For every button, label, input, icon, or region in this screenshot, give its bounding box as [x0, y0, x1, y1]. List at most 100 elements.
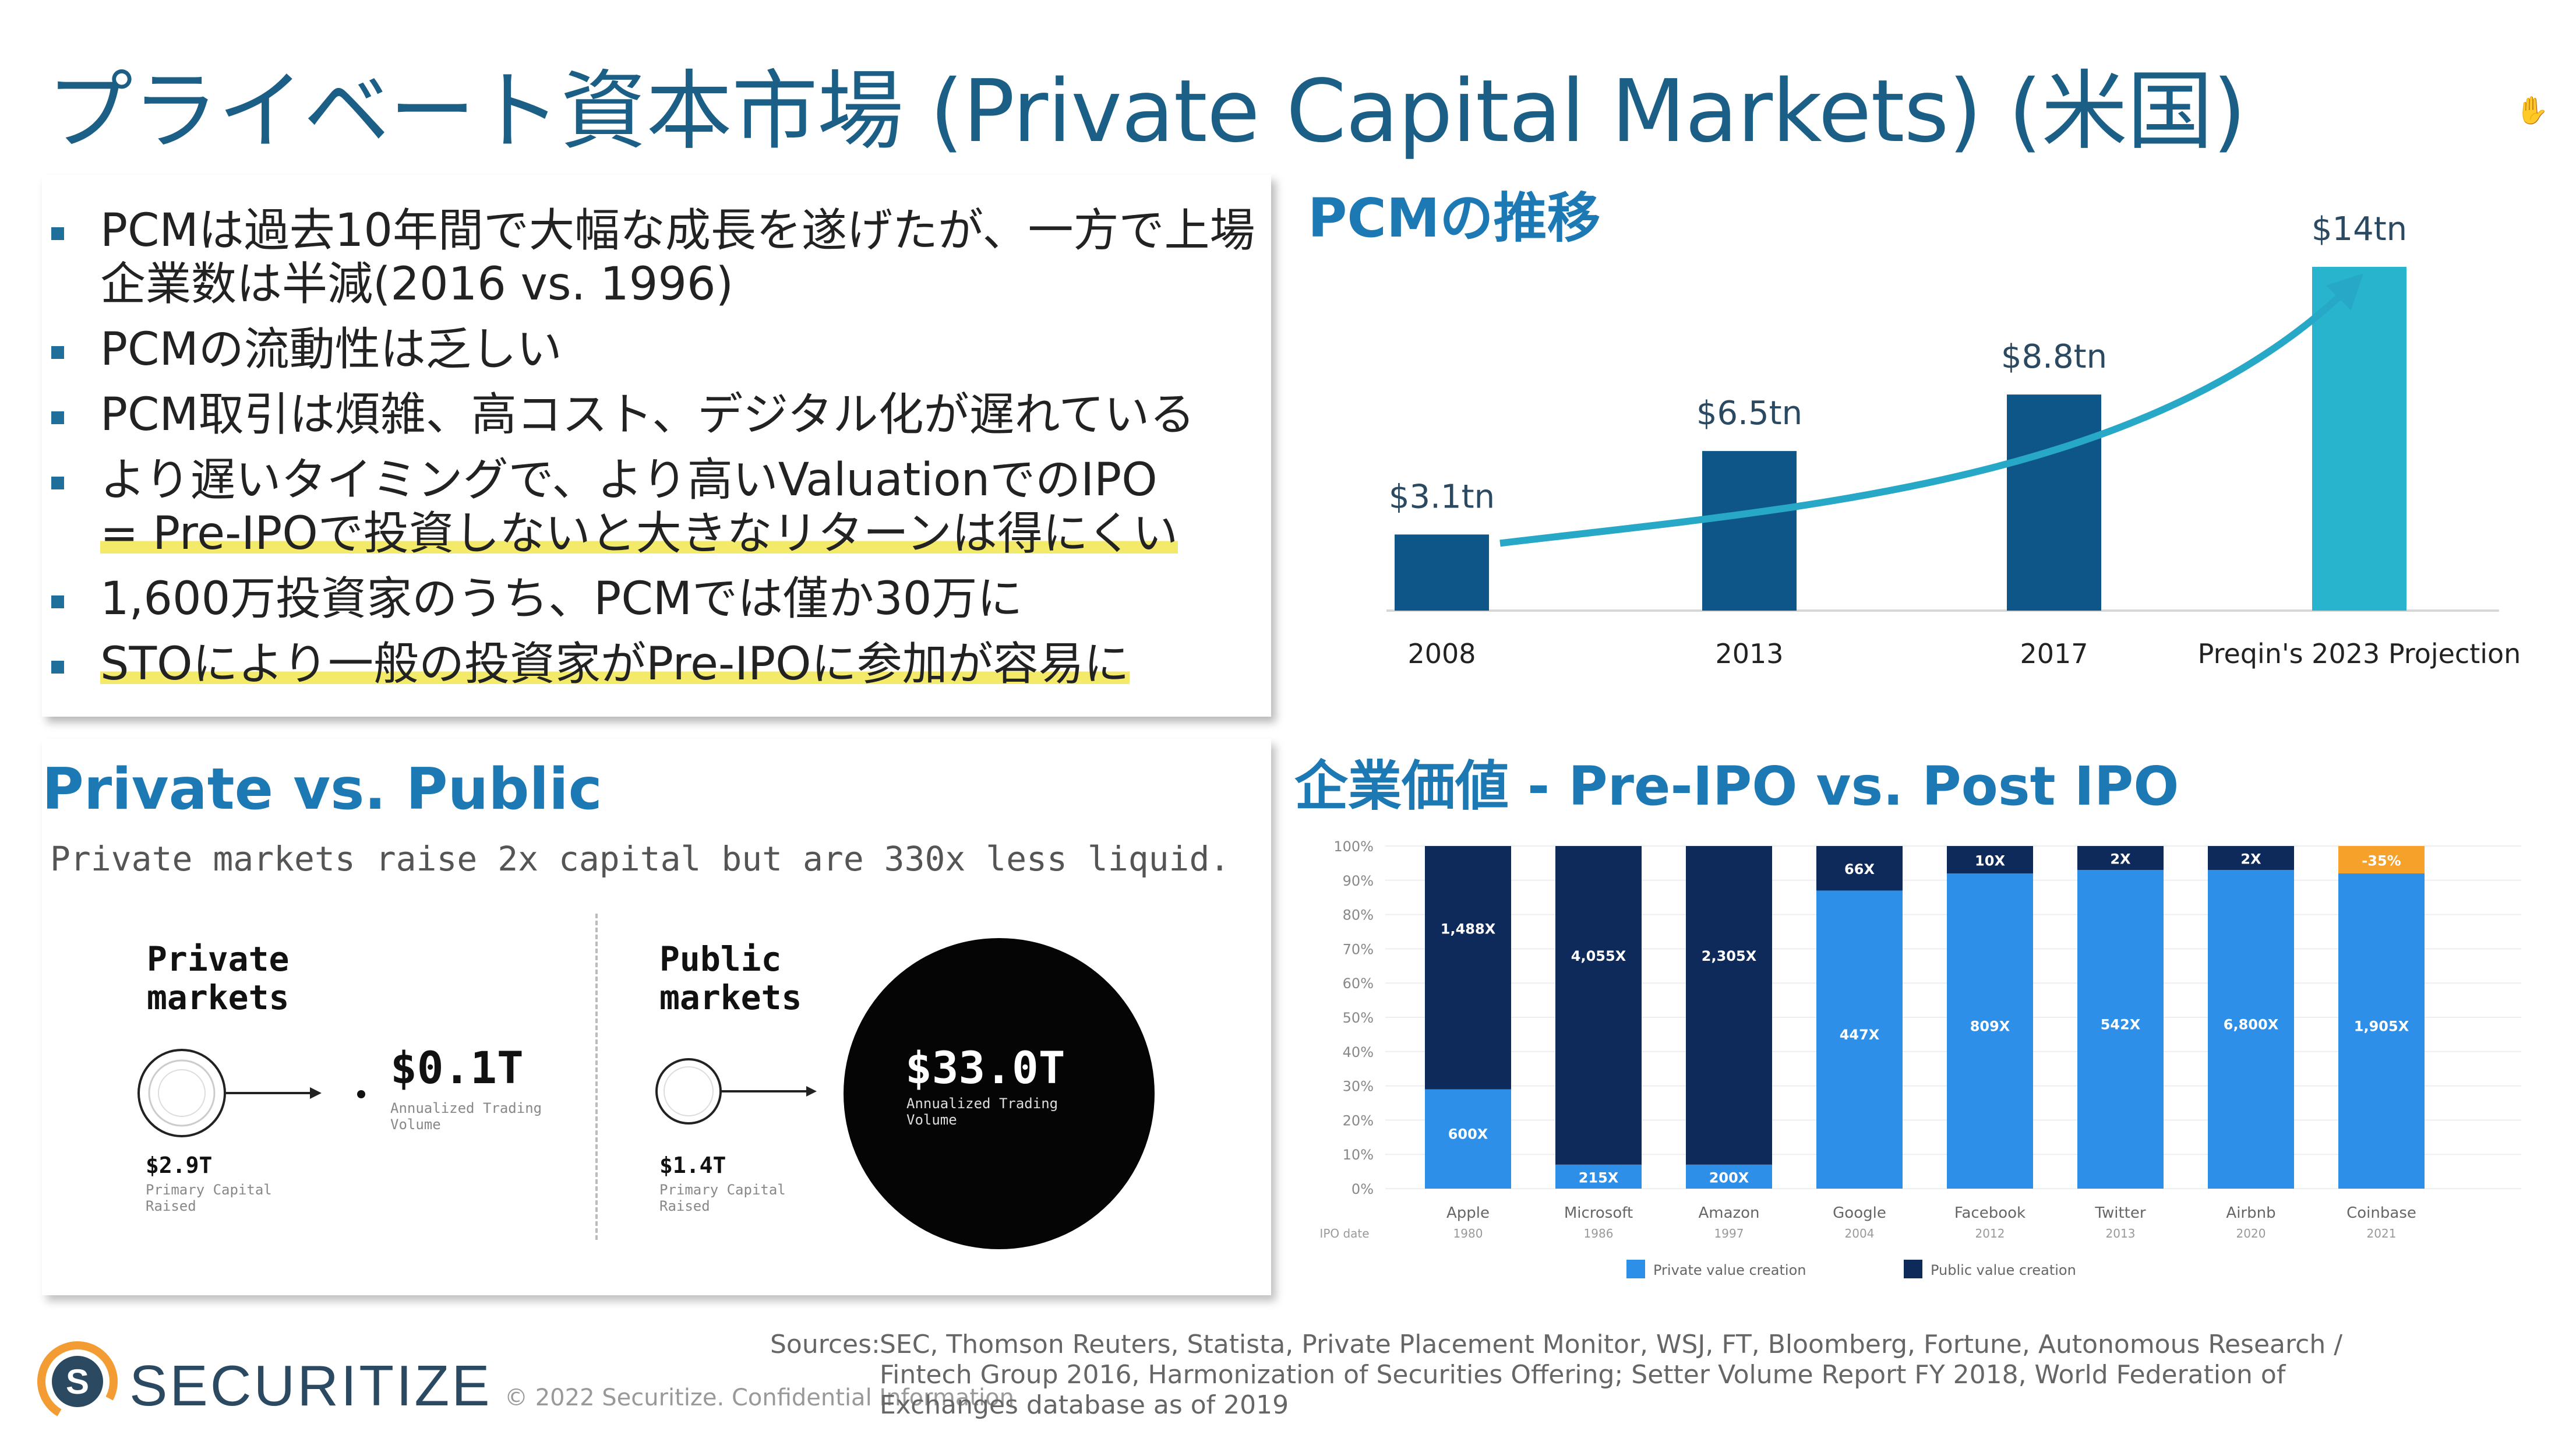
segment-private-value-creation-google	[1816, 890, 1903, 1189]
y-tick-label: 80%	[1343, 907, 1374, 924]
segment-label: 4,055X	[1571, 948, 1626, 964]
securitize-logo-text: SECURITIZE	[129, 1354, 492, 1418]
public-markets-label: Public markets	[659, 940, 802, 1017]
segment-private-value-creation-facebook	[1947, 873, 2033, 1189]
x-tick-label: Coinbase	[2346, 1204, 2416, 1222]
public-raised-inner-circle	[664, 1066, 714, 1116]
segment-private-value-creation-twitter	[2077, 870, 2164, 1189]
public-label-line1: Public	[659, 939, 782, 979]
caption-line: Annualized Trading	[390, 1100, 542, 1116]
public-raised-value: $1.4T	[659, 1152, 726, 1178]
segment-public-value-creation-twitter	[2077, 846, 2164, 870]
segment-public-value-creation-google	[1816, 846, 1903, 891]
segment-label: 542X	[2101, 1017, 2141, 1033]
private-label-line2: markets	[147, 978, 290, 1017]
bullet-item: より遅いタイミングで、より高いValuationでのIPO = Pre-IPOで投…	[42, 453, 1271, 561]
legend-swatch	[1626, 1260, 1645, 1278]
public-volume-circle	[844, 938, 1155, 1249]
ipo-date-label: 1980	[1453, 1226, 1483, 1240]
legend-swatch	[1904, 1260, 1922, 1278]
ev-chart-title: 企業価値 - Pre-IPO vs. Post IPO	[1294, 755, 2179, 817]
ipo-date-label: 2004	[1845, 1226, 1875, 1240]
legend-label: Private value creation	[1653, 1262, 1806, 1278]
y-tick-label: 0%	[1351, 1181, 1374, 1197]
segment-private-value-creation-airbnb	[2208, 870, 2294, 1189]
segment-label: 2X	[2240, 851, 2261, 868]
bar-2008	[1395, 534, 1489, 611]
bullet-item: PCM取引は煩雑、高コスト、デジタル化が遅れている	[42, 388, 1271, 442]
y-tick-label: 60%	[1343, 975, 1374, 992]
bar-2017	[2007, 394, 2101, 611]
sources-text: SEC, Thomson Reuters, Statista, Private …	[880, 1330, 2343, 1420]
caption-line: Primary Capital	[146, 1182, 272, 1198]
legend-label: Public value creation	[1931, 1262, 2076, 1278]
caption-line: Volume	[390, 1116, 441, 1133]
x-tick-label: Twitter	[2094, 1204, 2146, 1222]
bullet-text: PCM取引は煩雑、高コスト、デジタル化が遅れている	[100, 389, 1195, 441]
copyright-text: © 2022 Securitize. Confidential Informat…	[504, 1384, 1014, 1411]
private-raised-core-circle	[158, 1069, 206, 1117]
logo-letter: S	[66, 1362, 89, 1401]
segment-label: 1,905X	[2354, 1018, 2409, 1035]
x-tick-label: Microsoft	[1564, 1204, 1633, 1222]
segment-label: 6,800X	[2224, 1017, 2279, 1033]
bullet-item: PCMの流動性は乏しい	[42, 323, 1271, 376]
segment-label: 2X	[2110, 851, 2131, 868]
segment-private-value-creation-amazon	[1686, 1164, 1772, 1189]
bar-value-label: $3.1tn	[1389, 478, 1495, 516]
y-tick-label: 50%	[1343, 1010, 1374, 1026]
private-volume-dot	[357, 1090, 365, 1098]
ipo-date-label: 1997	[1714, 1226, 1744, 1240]
segment-label: 66X	[1844, 861, 1875, 877]
public-raised-circle	[655, 1058, 722, 1125]
segment-private-value-creation-coinbase	[2338, 873, 2425, 1189]
y-tick-label: 20%	[1343, 1112, 1374, 1129]
private-raised-circle	[137, 1049, 226, 1137]
private-vs-public-panel: Private vs. Public Private markets raise…	[42, 739, 1271, 1295]
segment-label: 200X	[1709, 1169, 1749, 1186]
y-tick-label: 100%	[1333, 838, 1374, 855]
y-tick-label: 30%	[1343, 1078, 1374, 1095]
caption-line: Raised	[659, 1198, 710, 1214]
private-arrow-head	[310, 1087, 322, 1099]
y-tick-label: 10%	[1343, 1147, 1374, 1163]
securitize-logo-icon: S	[37, 1341, 118, 1422]
ipo-date-label: 2021	[2367, 1226, 2397, 1240]
private-raised-value: $2.9T	[146, 1152, 213, 1178]
public-markets-graphic	[655, 1058, 817, 1125]
bar-value-label: $14tn	[2312, 210, 2407, 248]
bullet-text-highlighted: = Pre-IPOで投資しないと大きなリターンは得にくい	[100, 507, 1178, 560]
caption-line: Volume	[906, 1112, 957, 1128]
enterprise-value-chart: 100% 90% 80% 70% 60% 50% 40% 30% 20% 10% 0% 600X 1,4…	[1319, 838, 2521, 1278]
x-tick-label: 2008	[1407, 638, 1476, 669]
segment-public-value-creation-apple	[1425, 846, 1511, 1090]
segment-private-value-creation-apple	[1425, 1089, 1511, 1189]
public-volume-value: $33.0T	[905, 1042, 1065, 1094]
private-raised-inner-circle	[148, 1059, 216, 1127]
bullet-list: PCMは過去10年間で大幅な成長を遂げたが、一方で上場企業数は半減(2016 v…	[42, 204, 1271, 703]
x-tick-label: Facebook	[1954, 1204, 2025, 1222]
dashed-divider	[595, 914, 598, 1240]
ipo-date-label: 2020	[2236, 1226, 2266, 1240]
pcm-growth-chart: $3.1tn 2008 $6.5tn 2013 $8.8tn 2017 $14tn Preqi…	[1386, 210, 2521, 669]
caption-line: Raised	[146, 1198, 196, 1214]
y-tick-label: 70%	[1343, 941, 1374, 957]
segment-label: 2,305X	[1702, 948, 1757, 964]
ipo-date-label: 2012	[1975, 1226, 2005, 1240]
bullet-text-highlighted: STOにより一般の投資家がPre-IPOに参加が容易に	[100, 638, 1130, 690]
bar-value-label: $6.5tn	[1696, 394, 1802, 432]
private-volume-value: $0.1T	[390, 1042, 524, 1094]
segment-label: 1,488X	[1441, 921, 1496, 937]
x-tick-label: Apple	[1446, 1204, 1490, 1222]
bar-Preqin's 2023 Projection	[2312, 267, 2406, 611]
segment-label: 215X	[1579, 1169, 1619, 1186]
bar-value-label: $8.8tn	[2001, 338, 2107, 376]
bullet-item: STOにより一般の投資家がPre-IPOに参加が容易に	[42, 637, 1271, 691]
pvp-title: Private vs. Public	[42, 756, 602, 823]
segment-public-value-creation-microsoft	[1555, 846, 1642, 1165]
hand-icon: ✋	[2515, 94, 2549, 126]
bullet-item: 1,600万投資家のうち、PCMでは僅か30万に	[42, 572, 1271, 626]
segment-label: 10X	[1975, 853, 2005, 869]
bullet-item: PCMは過去10年間で大幅な成長を遂げたが、一方で上場企業数は半減(2016 v…	[42, 204, 1271, 311]
segment-public-value-creation-facebook	[1947, 846, 2033, 874]
